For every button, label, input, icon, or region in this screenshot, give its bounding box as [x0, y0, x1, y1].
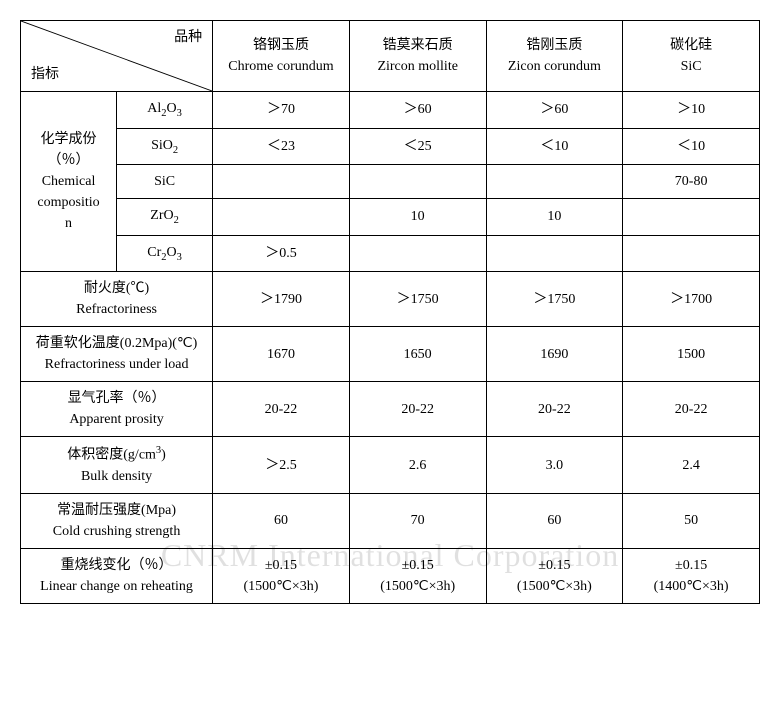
chem-row-label-4: Cr2O3 [117, 235, 213, 272]
chem-row-label-1: SiO2 [117, 128, 213, 165]
prop-val-2-3: 20-22 [623, 382, 760, 437]
prop-label-4: 常温耐压强度(Mpa)Cold crushing strength [21, 493, 213, 548]
chem-val-1-0: ＜23 [213, 128, 350, 165]
chem-val-0-3: ＞10 [623, 92, 760, 129]
prop-val-1-1: 1650 [349, 327, 486, 382]
prop-label-0: 耐火度(℃)Refractoriness [21, 272, 213, 327]
prop-val-2-0: 20-22 [213, 382, 350, 437]
prop-val-3-3: 2.4 [623, 437, 760, 494]
chem-val-2-3: 70-80 [623, 165, 760, 199]
prop-val-5-1: ±0.15(1500℃×3h) [349, 548, 486, 603]
prop-label-5: 重烧线变化（％）Linear change on reheating [21, 548, 213, 603]
chem-val-4-2 [486, 235, 623, 272]
prop-val-4-3: 50 [623, 493, 760, 548]
prop-val-0-1: ＞1750 [349, 272, 486, 327]
prop-val-5-2: ±0.15(1500℃×3h) [486, 548, 623, 603]
prop-label-3: 体积密度(g/cm3)Bulk density [21, 437, 213, 494]
prop-val-0-3: ＞1700 [623, 272, 760, 327]
prop-val-2-2: 20-22 [486, 382, 623, 437]
prop-val-1-3: 1500 [623, 327, 760, 382]
chem-val-2-2 [486, 165, 623, 199]
header-corner: 品种指标 [21, 21, 213, 92]
prop-val-5-3: ±0.15(1400℃×3h) [623, 548, 760, 603]
prop-val-5-0: ±0.15(1500℃×3h) [213, 548, 350, 603]
prop-val-1-2: 1690 [486, 327, 623, 382]
prop-val-4-2: 60 [486, 493, 623, 548]
chem-row-label-2: SiC [117, 165, 213, 199]
prop-val-2-1: 20-22 [349, 382, 486, 437]
chem-row-label-3: ZrO2 [117, 199, 213, 236]
prop-val-3-0: ＞2.5 [213, 437, 350, 494]
corner-top-label: 品种 [174, 27, 202, 48]
chem-row-label-0: Al2O3 [117, 92, 213, 129]
prop-val-0-0: ＞1790 [213, 272, 350, 327]
prop-label-2: 显气孔率（％）Apparent prosity [21, 382, 213, 437]
chem-val-1-2: ＜10 [486, 128, 623, 165]
prop-val-1-0: 1670 [213, 327, 350, 382]
chem-val-3-1: 10 [349, 199, 486, 236]
prop-val-4-1: 70 [349, 493, 486, 548]
chem-val-4-3 [623, 235, 760, 272]
chem-val-0-2: ＞60 [486, 92, 623, 129]
corner-bottom-label: 指标 [31, 64, 59, 85]
chem-group-label: 化学成份（％）Chemicalcomposition [21, 92, 117, 272]
chem-val-2-0 [213, 165, 350, 199]
prop-val-3-2: 3.0 [486, 437, 623, 494]
chem-val-1-1: ＜25 [349, 128, 486, 165]
prop-val-3-1: 2.6 [349, 437, 486, 494]
prop-label-1: 荷重软化温度(0.2Mpa)(℃)Refractoriness under lo… [21, 327, 213, 382]
prop-val-0-2: ＞1750 [486, 272, 623, 327]
spec-table: 品种指标铬钢玉质Chrome corundum锆莫来石质Zircon molli… [20, 20, 760, 604]
chem-val-3-0 [213, 199, 350, 236]
chem-val-0-0: ＞70 [213, 92, 350, 129]
col-header-3: 碳化硅SiC [623, 21, 760, 92]
col-header-1: 锆莫来石质Zircon mollite [349, 21, 486, 92]
chem-val-4-1 [349, 235, 486, 272]
chem-val-3-2: 10 [486, 199, 623, 236]
chem-val-3-3 [623, 199, 760, 236]
chem-val-4-0: ＞0.5 [213, 235, 350, 272]
chem-val-0-1: ＞60 [349, 92, 486, 129]
prop-val-4-0: 60 [213, 493, 350, 548]
col-header-2: 锆刚玉质Zicon corundum [486, 21, 623, 92]
col-header-0: 铬钢玉质Chrome corundum [213, 21, 350, 92]
chem-val-2-1 [349, 165, 486, 199]
chem-val-1-3: ＜10 [623, 128, 760, 165]
